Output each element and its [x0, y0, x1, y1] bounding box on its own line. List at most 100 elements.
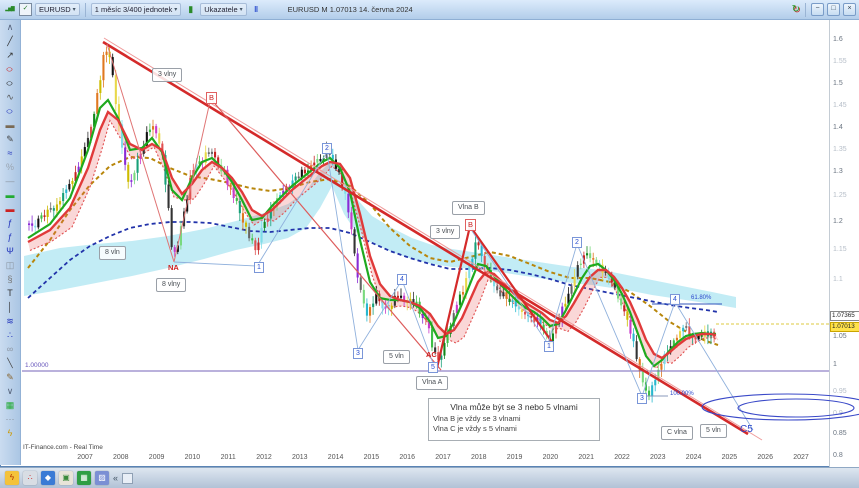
ellipse-red-tool[interactable]: ○ — [5, 64, 15, 74]
taskbar-overflow-chevron[interactable]: « — [113, 473, 119, 483]
eraser-tool[interactable]: ◫ — [5, 260, 15, 270]
x-axis-year-label: 2024 — [685, 454, 702, 461]
y-axis-label: 1.1 — [833, 276, 843, 283]
folder-app-icon[interactable]: ▨ — [95, 471, 109, 485]
x-axis-year-label: 2009 — [148, 454, 165, 461]
taskbar-item[interactable] — [122, 472, 134, 484]
restore-button[interactable]: □ — [827, 3, 840, 16]
x-axis-year-label: 2015 — [363, 454, 380, 461]
lightning-tool[interactable]: ϟ — [7, 428, 13, 438]
trendline-tool[interactable]: ╱ — [7, 36, 13, 46]
x-axis-year-label: 2013 — [292, 454, 308, 461]
y-axis-label: 1.3 — [833, 168, 843, 175]
pause-icon[interactable]: ‖ — [254, 5, 259, 14]
x-axis-year-label: 2026 — [757, 454, 773, 461]
y-axis-label: 0.85 — [833, 430, 847, 437]
tools-divider[interactable]: — — [5, 176, 15, 186]
x-axis-year-label: 2027 — [793, 454, 809, 461]
y-axis-label: 1.35 — [833, 146, 847, 153]
x-axis-year-label: 2017 — [435, 454, 451, 461]
toolbar-separator — [84, 2, 86, 17]
workspace-icon[interactable]: ✓ — [19, 3, 32, 16]
symbol-select[interactable]: EURUSD ▾ — [35, 3, 80, 16]
refresh-icon[interactable]: ↻ — [791, 3, 800, 15]
x-axis-year-label: 2018 — [471, 454, 487, 461]
minimize-button[interactable]: − — [811, 3, 824, 16]
x-axis-year-label: 2020 — [542, 454, 559, 461]
x-axis-year-label: 2007 — [77, 454, 93, 461]
data-feed-watermark: IT-Finance.com - Real Time — [23, 444, 103, 451]
more-tool[interactable]: ⋯ — [5, 414, 15, 424]
media-app-icon[interactable]: ϟ — [5, 471, 19, 485]
x-axis-year-label: 2014 — [327, 454, 344, 461]
scroll-up-button[interactable]: ∧ — [6, 22, 14, 32]
pencil-tool[interactable]: ✎ — [6, 134, 14, 144]
percent-tool[interactable]: % — [5, 162, 14, 172]
curve-tool[interactable]: ∿ — [6, 92, 14, 102]
marker-tool[interactable]: ▬ — [5, 120, 15, 130]
text-tool[interactable]: T — [7, 288, 13, 298]
x-axis-year-label: 2011 — [220, 454, 236, 461]
wave-count-tool[interactable]: ≋ — [6, 316, 14, 326]
y-axis-label: 1.55 — [833, 58, 847, 65]
indicators-select[interactable]: Ukazatele ▾ — [200, 3, 247, 16]
counter-tool[interactable]: ∞ — [6, 344, 14, 354]
vline-tool[interactable]: │ — [7, 302, 13, 312]
share-app-icon[interactable]: ∴ — [23, 471, 37, 485]
y-axis-label: 1.5 — [833, 80, 843, 87]
pitchfork-tool[interactable]: Ψ — [6, 246, 14, 256]
indicators-label: Ukazatele — [204, 5, 238, 14]
polyline-tool[interactable]: ≈ — [7, 148, 13, 158]
last-price-label: 1.07013 — [830, 322, 859, 332]
x-axis-year-label: 2012 — [256, 454, 272, 461]
freehand-tool[interactable]: § — [7, 274, 13, 284]
y-axis-label: 1 — [833, 361, 837, 368]
chart-window — [0, 0, 859, 467]
chat-app-icon[interactable]: ◆ — [41, 471, 55, 485]
price-axis[interactable]: 1.6 1.55 1.5 1.45 1.4 1.35 1.3 1.25 1.2 1.15 1.1 1.… — [829, 20, 859, 467]
y-axis-label: 1.25 — [833, 192, 847, 199]
grid-app-icon[interactable]: ▦ — [77, 471, 91, 485]
arrow-tool[interactable]: ↗ — [6, 50, 14, 60]
fib-fan-tool[interactable]: ƒ — [7, 232, 13, 242]
chevron-down-icon: ▾ — [72, 7, 76, 13]
chevron-down-icon: ▾ — [174, 7, 178, 13]
candlestick-icon: ▮ — [188, 4, 194, 14]
ellipse-blue-tool[interactable]: ○ — [5, 106, 15, 116]
hline-red-tool[interactable]: ▬ — [5, 204, 15, 214]
apps-tool[interactable]: ▦ — [5, 400, 15, 410]
y-axis-label: 1.05 — [833, 333, 847, 340]
x-axis-year-label: 2010 — [184, 454, 201, 461]
brush-tool[interactable]: ✎ — [6, 372, 14, 382]
y-axis-label: 1.4 — [833, 124, 843, 131]
x-axis-year-label: 2023 — [650, 454, 666, 461]
indicator-price-label: 1.07365 — [830, 311, 859, 321]
scroll-down-button[interactable]: ∨ — [6, 386, 14, 396]
y-axis-label: 1.6 — [833, 36, 843, 43]
chevron-down-icon: ▾ — [239, 7, 243, 13]
x-axis-year-label: 2019 — [506, 454, 523, 461]
ellipse-black-tool[interactable]: ○ — [5, 78, 15, 88]
top-toolbar: ▂▅▇ ✓ EURUSD ▾ 1 měsíc 3/400 jednotek ▾ … — [0, 0, 859, 20]
close-button[interactable]: × — [843, 3, 856, 16]
taskbar: ϟ ∴ ◆ ▣ ▦ ▨ « — [0, 467, 859, 488]
image-app-icon[interactable]: ▣ — [59, 471, 73, 485]
toolbar-separator — [805, 2, 806, 17]
pen2-tool[interactable]: ╲ — [7, 358, 13, 368]
y-axis-label: 1.2 — [833, 218, 843, 225]
y-axis-label: 1.45 — [833, 102, 847, 109]
period-select[interactable]: 1 měsíc 3/400 jednotek ▾ — [90, 3, 182, 16]
y-axis-label: 1.15 — [833, 246, 847, 253]
y-axis-label: 0.95 — [833, 388, 847, 395]
time-axis[interactable]: 2007 2008 2009 2010 2011 2012 2013 2014 2015 2016… — [0, 452, 859, 466]
x-axis-year-label: 2022 — [614, 454, 630, 461]
drawing-toolbar: ∧ ╱ ↗ ○ ○ ∿ ○ ▬ ✎ ≈% — ▬ ▬ ƒ ƒ Ψ ◫ § T │ ≋ ∴ ∞ ╲ ✎ ∨ ▦ ⋯ ϟ — [0, 20, 21, 465]
period-value: 1 měsíc 3/400 jednotek — [94, 5, 173, 14]
hline-green-tool[interactable]: ▬ — [5, 190, 15, 200]
symbol-value: EURUSD — [39, 5, 71, 14]
level-line-label: 1.00000 — [25, 362, 49, 369]
dots-tool[interactable]: ∴ — [7, 330, 13, 340]
fib-retracement-tool[interactable]: ƒ — [7, 218, 13, 228]
y-axis-label: 0.9 — [833, 410, 843, 417]
